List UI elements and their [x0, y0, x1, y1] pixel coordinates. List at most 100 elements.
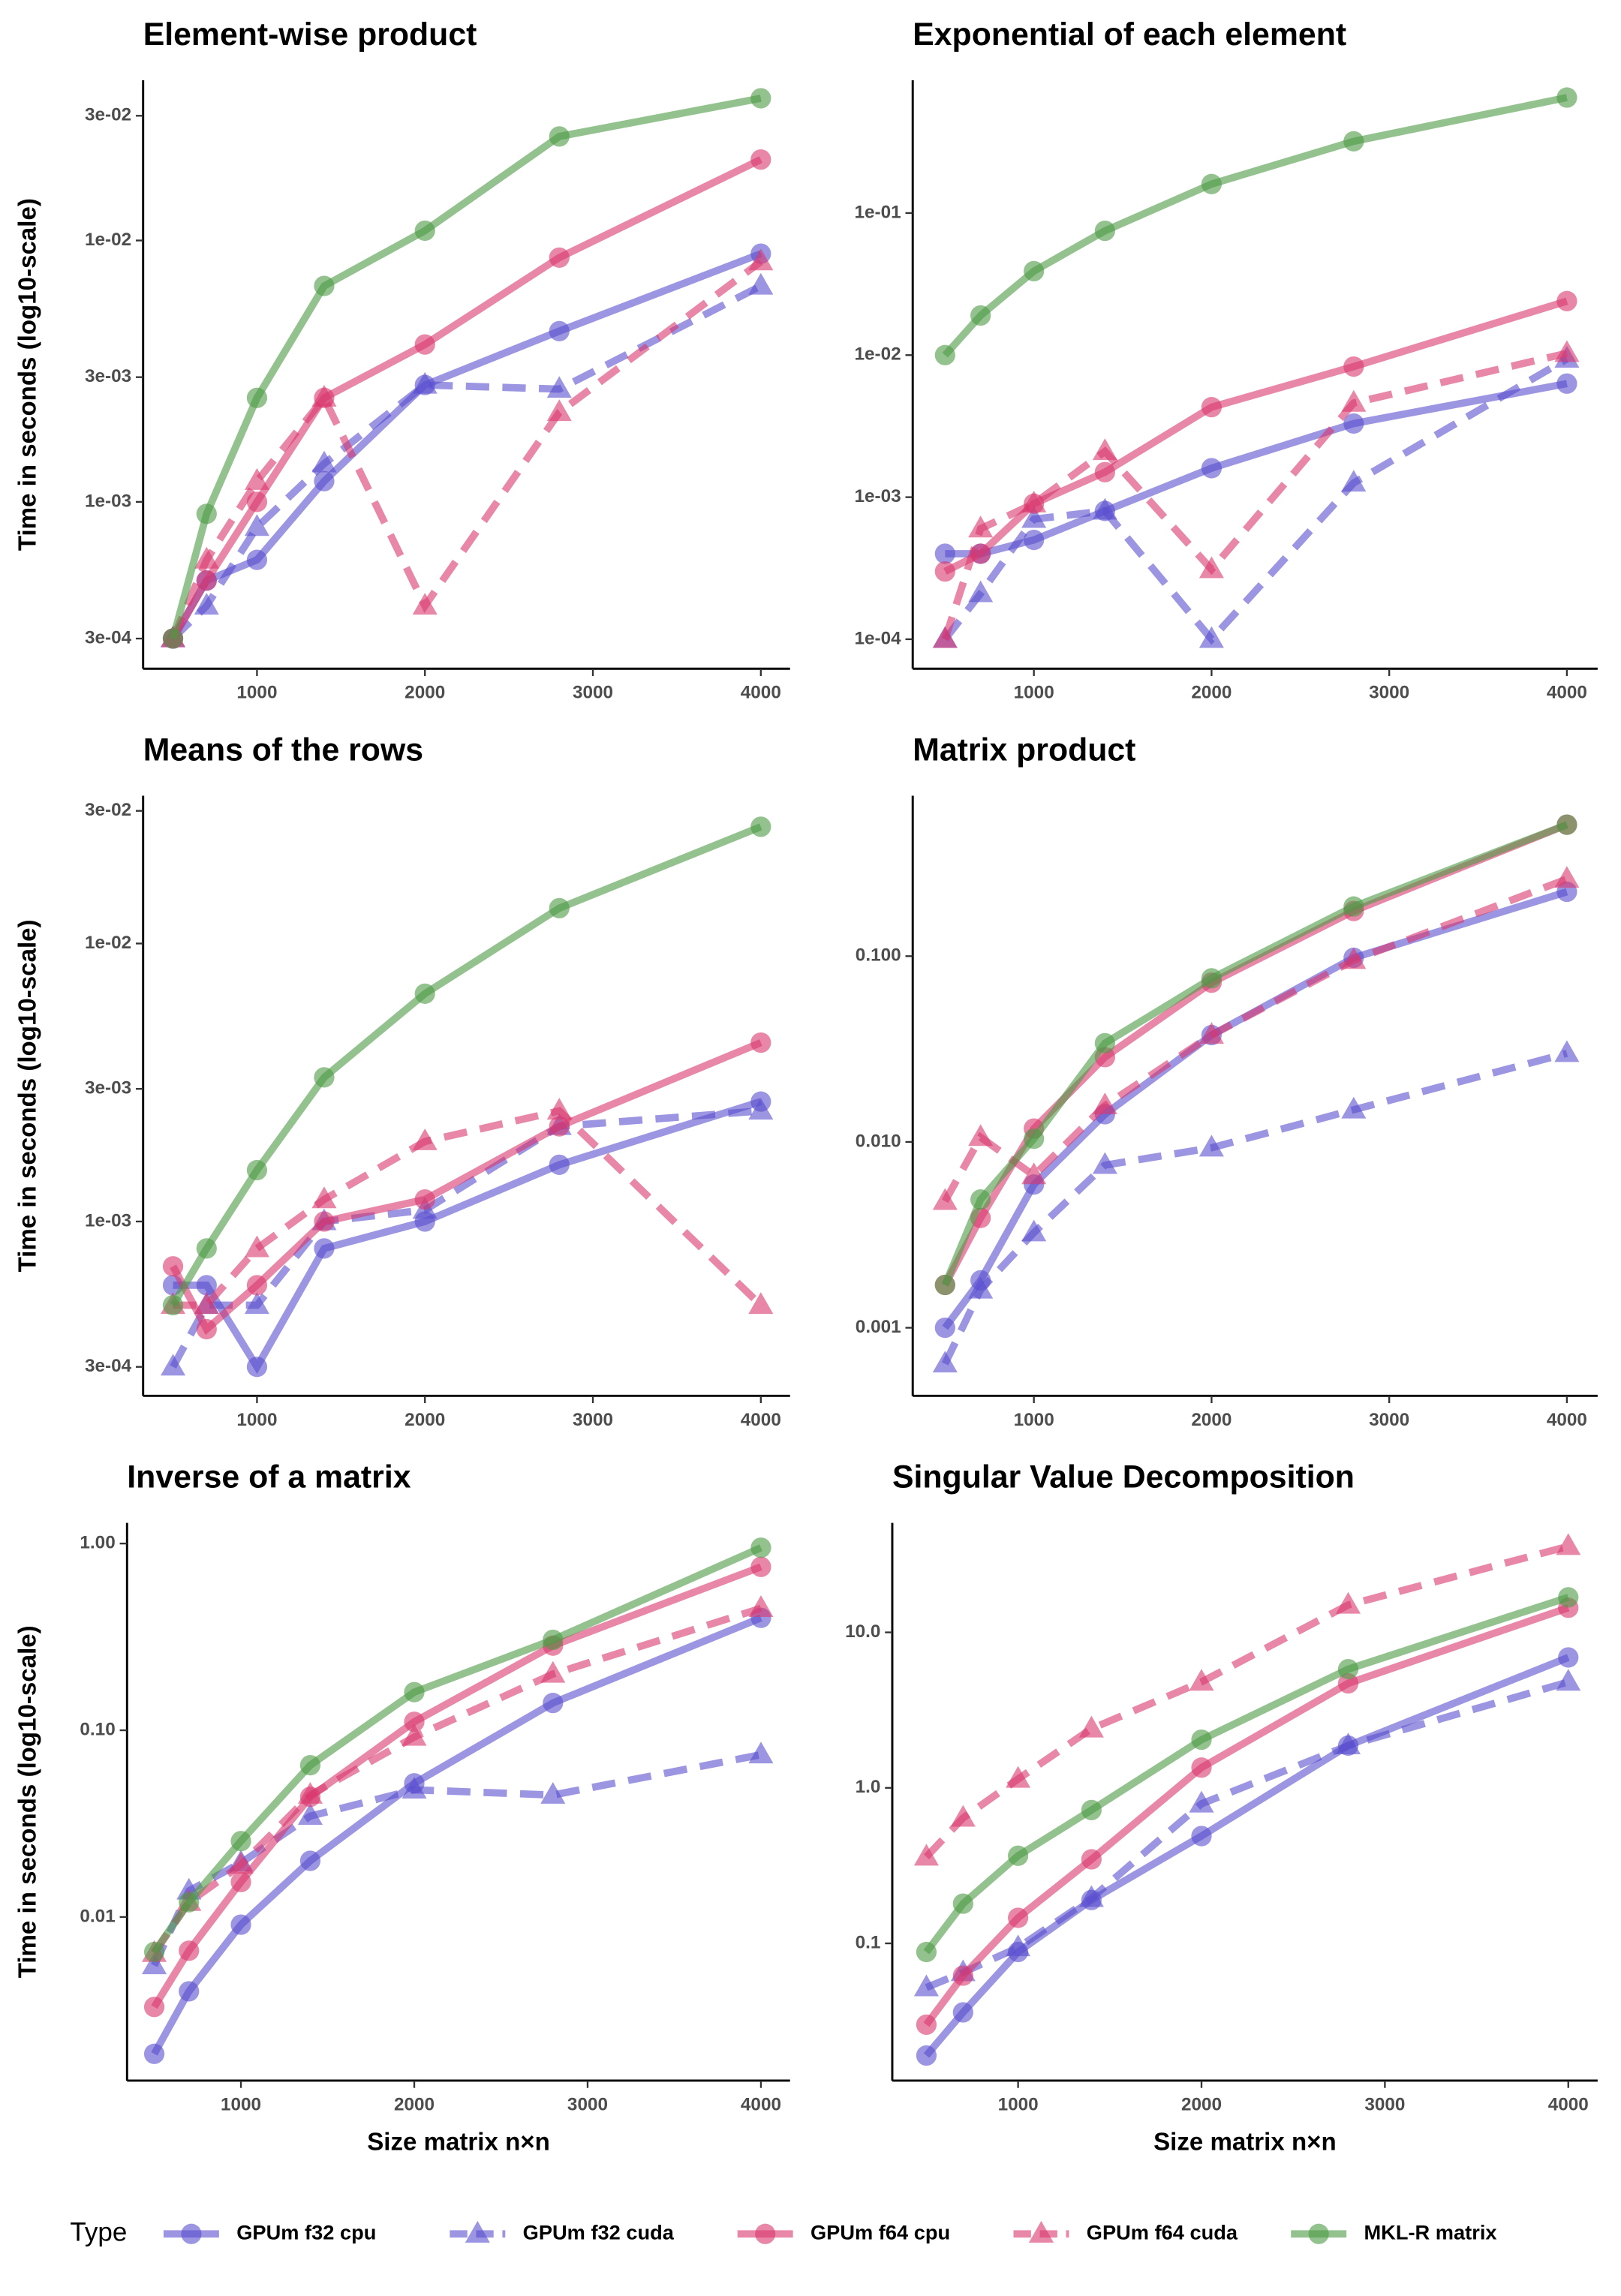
- point: [196, 570, 217, 591]
- point: [748, 272, 774, 295]
- x-tick-label: 4000: [741, 683, 781, 703]
- point: [297, 1803, 323, 1826]
- point: [194, 593, 219, 615]
- y-axis-title: Time in seconds (log10-scale): [14, 1625, 42, 1978]
- point: [1198, 1134, 1224, 1157]
- point: [230, 1871, 251, 1892]
- point: [748, 1595, 774, 1618]
- point: [246, 549, 268, 570]
- point: [932, 1188, 958, 1210]
- point: [748, 1292, 774, 1315]
- x-tick-label: 2000: [1181, 2094, 1222, 2114]
- point: [934, 344, 955, 365]
- x-tick-label: 1000: [236, 683, 277, 703]
- point: [1341, 470, 1367, 492]
- point: [549, 897, 570, 918]
- y-tick-label: 3e-02: [85, 105, 131, 125]
- point: [750, 88, 771, 109]
- point: [404, 1711, 425, 1733]
- x-tick-label: 2000: [394, 2094, 435, 2114]
- point: [1081, 1799, 1102, 1820]
- y-tick-label: 10.0: [845, 1621, 880, 1642]
- point: [1021, 490, 1047, 512]
- chart-title: Singular Value Decomposition: [892, 1459, 1355, 1495]
- y-tick-label: 0.01: [80, 1906, 115, 1926]
- point: [162, 1256, 184, 1277]
- y-axis-title: Time in seconds (log10-scale): [14, 198, 42, 551]
- legend-item: GPUm f64 cuda: [1013, 2221, 1238, 2244]
- point: [549, 320, 570, 341]
- point: [968, 1276, 994, 1299]
- point: [143, 1941, 165, 1963]
- point: [748, 248, 774, 271]
- point: [1341, 1096, 1367, 1119]
- x-tick-label: 2000: [404, 683, 445, 703]
- x-tick-label: 3000: [1369, 1410, 1409, 1430]
- point: [549, 126, 570, 147]
- point: [196, 503, 217, 524]
- x-tick-label: 4000: [1547, 1410, 1587, 1430]
- point: [934, 1317, 955, 1339]
- point: [1198, 1022, 1224, 1044]
- y-tick-label: 0.010: [856, 1131, 901, 1151]
- legend-item: GPUm f64 cpu: [737, 2221, 950, 2244]
- point: [1556, 87, 1577, 108]
- point: [162, 1294, 184, 1316]
- point: [179, 1892, 200, 1913]
- x-tick-label: 4000: [741, 1410, 781, 1430]
- point: [916, 1941, 937, 1963]
- panel: Element-wise product 3e-04 1e-03 3e-03 1e-02…: [14, 17, 790, 703]
- y-tick-label: 3e-03: [85, 1078, 131, 1098]
- point: [1554, 866, 1580, 888]
- series-line: [925, 1678, 1570, 1991]
- point: [244, 1235, 269, 1258]
- point: [414, 1189, 435, 1210]
- x-tick-label: 1000: [221, 2094, 261, 2114]
- point: [1191, 1730, 1212, 1751]
- series-line: [170, 823, 762, 1307]
- point: [546, 376, 572, 398]
- point: [1189, 1790, 1214, 1813]
- point: [952, 2002, 973, 2023]
- point: [546, 399, 572, 422]
- legend-label: GPUm f64 cpu: [810, 2221, 950, 2244]
- point: [1201, 968, 1223, 989]
- point: [244, 467, 269, 490]
- point: [750, 149, 771, 170]
- point: [143, 1997, 165, 2018]
- point: [162, 628, 184, 649]
- x-tick-label: 2000: [1191, 1410, 1232, 1430]
- y-tick-label: 1.00: [80, 1533, 115, 1553]
- series-line: [942, 94, 1568, 358]
- point: [160, 1354, 186, 1376]
- point: [414, 334, 435, 355]
- y-tick-label: 1e-03: [85, 491, 131, 511]
- point: [1343, 413, 1364, 434]
- y-tick-label: 3e-03: [85, 366, 131, 386]
- legend-item: GPUm f32 cuda: [450, 2221, 675, 2244]
- point: [1094, 461, 1115, 482]
- point: [916, 2014, 937, 2036]
- x-tick-label: 1000: [1014, 1410, 1054, 1430]
- y-tick-label: 1e-02: [85, 933, 131, 953]
- y-axis-title: Time in seconds (log10-scale): [14, 919, 42, 1272]
- point: [314, 1211, 335, 1232]
- point: [196, 1318, 217, 1340]
- legend-marker: [181, 2223, 202, 2244]
- point: [1189, 1669, 1214, 1691]
- legend-marker: [755, 2223, 776, 2244]
- legend-label: MKL-R matrix: [1364, 2221, 1497, 2244]
- point: [750, 1537, 771, 1558]
- legend-label: GPUm f32 cuda: [523, 2221, 675, 2244]
- x-tick-label: 3000: [567, 2094, 608, 2114]
- point: [311, 384, 337, 407]
- x-tick-label: 1000: [236, 1410, 277, 1430]
- point: [1021, 506, 1047, 528]
- point: [1094, 220, 1115, 242]
- x-tick-label: 4000: [1547, 683, 1587, 703]
- point: [404, 1681, 425, 1702]
- point: [1556, 814, 1577, 835]
- point: [748, 1098, 774, 1120]
- point: [1198, 626, 1224, 648]
